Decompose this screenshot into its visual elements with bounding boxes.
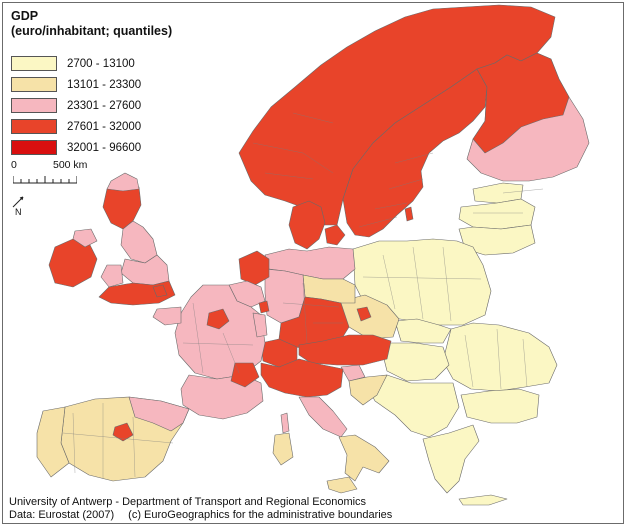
legend-swatch <box>11 77 57 92</box>
region-denmark <box>288 200 326 250</box>
region-london <box>152 284 168 298</box>
scale-bar: 0 500 km <box>11 159 91 187</box>
region-bulgaria <box>460 388 540 424</box>
legend-label: 2700 - 13100 <box>67 57 135 70</box>
scale-start-label: 0 <box>11 159 17 171</box>
legend-item: 2700 - 13100 <box>11 53 141 74</box>
region-romania <box>442 322 558 392</box>
north-arrow-icon <box>12 196 24 208</box>
scale-end-label: 500 km <box>53 159 88 171</box>
region-ireland <box>48 238 98 288</box>
region-corsica <box>280 412 290 434</box>
region-latvia <box>458 198 536 230</box>
legend-label: 13101 - 23300 <box>67 78 142 91</box>
title-line-2: (euro/inhabitant; quantiles) <box>11 24 173 38</box>
scale-ruler-icon <box>13 176 77 184</box>
region-spain-northeast <box>128 396 190 432</box>
region-italy-south <box>338 434 390 482</box>
region-england-north <box>120 220 158 264</box>
legend-label: 32001 - 96600 <box>67 141 142 154</box>
region-portugal <box>36 406 70 478</box>
region-hungary <box>382 342 450 382</box>
legend-item: 32001 - 96600 <box>11 137 141 158</box>
north-arrow: N <box>11 195 27 221</box>
region-greece <box>422 424 480 494</box>
region-balkans <box>362 374 460 438</box>
region-germany-west <box>264 268 306 324</box>
legend-swatch <box>11 119 57 134</box>
region-wales <box>100 264 124 288</box>
legend-swatch <box>11 140 57 155</box>
title-line-1: GDP <box>11 9 39 23</box>
region-netherlands <box>238 250 270 286</box>
region-france-alsace <box>252 312 268 338</box>
credit-institution: University of Antwerp - Department of Tr… <box>9 496 367 508</box>
region-france-brittany <box>152 306 182 326</box>
map-frame: GDP (euro/inhabitant; quantiles) 2700 - … <box>2 2 624 524</box>
region-croatia <box>348 374 388 406</box>
region-crete <box>458 494 508 506</box>
region-madrid <box>112 422 134 442</box>
legend-label: 23301 - 27600 <box>67 99 142 112</box>
legend-swatch <box>11 56 57 71</box>
region-northern-ireland <box>72 228 98 248</box>
credit-copyright: (c) EuroGeographics for the administrati… <box>128 509 393 521</box>
region-slovenia <box>340 364 366 382</box>
legend-label: 27601 - 32000 <box>67 120 142 133</box>
map-credits: University of Antwerp - Department of Tr… <box>9 496 392 522</box>
region-finland-north <box>472 52 570 154</box>
legend-swatch <box>11 98 57 113</box>
region-slovakia <box>394 318 452 344</box>
map-title: GDP (euro/inhabitant; quantiles) <box>11 9 172 39</box>
region-luxembourg <box>258 300 270 314</box>
region-gotland <box>404 206 414 222</box>
region-prague <box>356 306 372 322</box>
legend-item: 23301 - 27600 <box>11 95 141 116</box>
north-label: N <box>15 207 22 217</box>
legend: 2700 - 13100 13101 - 23300 23301 - 27600… <box>11 53 141 158</box>
legend-item: 13101 - 23300 <box>11 74 141 95</box>
region-italy-north <box>260 358 344 398</box>
region-scotland-highlands <box>106 172 140 192</box>
region-italy-centre <box>298 396 348 438</box>
credit-data-source: Data: Eurostat (2007) <box>9 509 115 521</box>
region-france-rhone <box>230 362 260 388</box>
region-sardinia <box>272 432 294 466</box>
region-sicily <box>326 476 358 494</box>
legend-item: 27601 - 32000 <box>11 116 141 137</box>
choropleth-map <box>36 4 590 506</box>
region-france-paris <box>206 308 230 330</box>
region-denmark-islands <box>324 224 346 246</box>
region-austria <box>298 334 392 366</box>
